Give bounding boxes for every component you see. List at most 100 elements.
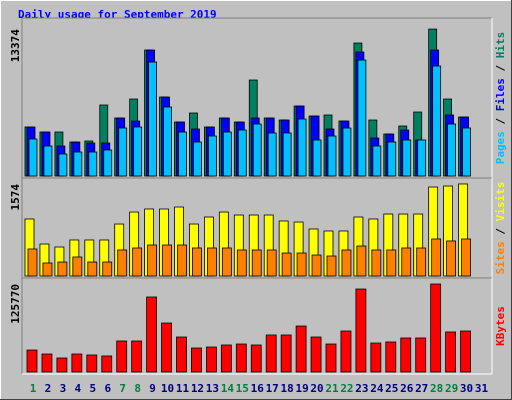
x-tick-label: 17	[266, 382, 279, 395]
legend: Pages / Files / Hits	[494, 32, 507, 165]
bar	[206, 247, 217, 277]
bar	[252, 123, 262, 177]
bar	[461, 238, 471, 277]
bar	[147, 244, 158, 277]
bar	[325, 343, 337, 373]
bar	[355, 288, 367, 373]
bar	[176, 336, 187, 373]
x-tick-label: 25	[385, 382, 398, 395]
x-tick-label: 22	[340, 382, 353, 395]
bar	[236, 249, 247, 277]
bar	[401, 247, 412, 277]
x-tick-label: 21	[325, 382, 339, 395]
x-tick-label: 6	[104, 382, 111, 395]
x-tick-label: 3	[60, 382, 67, 395]
x-tick-label: 4	[75, 382, 82, 395]
bar	[280, 334, 292, 373]
x-tick-label: 16	[251, 382, 265, 395]
x-tick-label: 23	[355, 382, 368, 395]
bar	[296, 252, 307, 277]
legend-separator: /	[494, 221, 507, 241]
bar	[432, 65, 442, 177]
bar	[402, 139, 412, 177]
bar	[266, 249, 277, 277]
x-tick-label: 31	[475, 382, 489, 395]
x-tick-label: 27	[415, 382, 428, 395]
bar	[43, 145, 53, 177]
x-tick-label: 2	[45, 382, 52, 395]
bar	[370, 342, 382, 373]
legend-entry: Hits	[494, 32, 507, 59]
x-tick-label: 10	[161, 382, 174, 395]
bar	[282, 132, 292, 177]
bar	[103, 149, 113, 177]
x-tick-label: 26	[400, 382, 414, 395]
bar	[131, 340, 143, 373]
bar	[133, 126, 143, 177]
y-tick-label: 1574	[9, 184, 22, 211]
bar	[385, 341, 397, 373]
bar	[41, 353, 53, 373]
bar	[460, 330, 471, 373]
x-tick-label: 24	[370, 382, 384, 395]
bar	[237, 129, 247, 177]
bar	[295, 325, 307, 373]
bar	[222, 131, 232, 177]
bar	[118, 127, 128, 177]
x-tick-label: 11	[176, 382, 190, 395]
bar	[357, 59, 367, 177]
x-tick-label: 30	[460, 382, 473, 395]
bar	[101, 355, 113, 373]
bar	[340, 330, 352, 373]
bar	[191, 347, 202, 373]
legend-separator: /	[494, 58, 507, 78]
bar	[341, 249, 352, 277]
x-tick-label: 7	[119, 382, 126, 395]
bar	[445, 331, 457, 373]
bar	[102, 261, 113, 277]
bar	[88, 151, 98, 177]
y-tick-label: 125770	[9, 284, 22, 324]
bar	[57, 261, 68, 277]
y-tick-label: 13374	[9, 29, 22, 62]
bar	[446, 240, 457, 277]
x-tick-label: 12	[191, 382, 204, 395]
bar	[116, 340, 128, 373]
bar	[342, 127, 352, 177]
legend-entry: Files	[494, 78, 507, 111]
legend-entry: Sites	[494, 241, 507, 274]
legend: KBytes	[494, 306, 507, 346]
bar	[297, 118, 307, 177]
x-tick-label: 9	[149, 382, 156, 395]
bar	[265, 334, 277, 373]
bar	[87, 261, 98, 277]
x-tick-label: 15	[236, 382, 249, 395]
bar	[281, 252, 292, 277]
bar	[73, 151, 83, 177]
bar	[161, 322, 172, 373]
bar	[462, 127, 471, 177]
bar	[250, 344, 262, 373]
bar	[27, 248, 38, 277]
x-tick-label: 1	[30, 382, 37, 395]
bar	[163, 106, 172, 177]
bar	[162, 244, 172, 277]
x-tick-label: 14	[221, 382, 235, 395]
bar	[372, 145, 382, 177]
legend-separator: /	[494, 111, 507, 131]
bar	[400, 337, 412, 373]
bar	[327, 135, 337, 177]
bar	[326, 255, 337, 277]
bar	[447, 123, 457, 177]
bar	[417, 139, 427, 177]
bar	[312, 139, 322, 177]
bar	[192, 247, 202, 277]
x-tick-label: 8	[134, 382, 141, 395]
bar	[205, 346, 217, 373]
bar	[310, 336, 322, 373]
bar	[56, 357, 68, 373]
bar	[220, 344, 232, 373]
x-tick-label: 13	[206, 382, 219, 395]
bar	[28, 138, 38, 177]
